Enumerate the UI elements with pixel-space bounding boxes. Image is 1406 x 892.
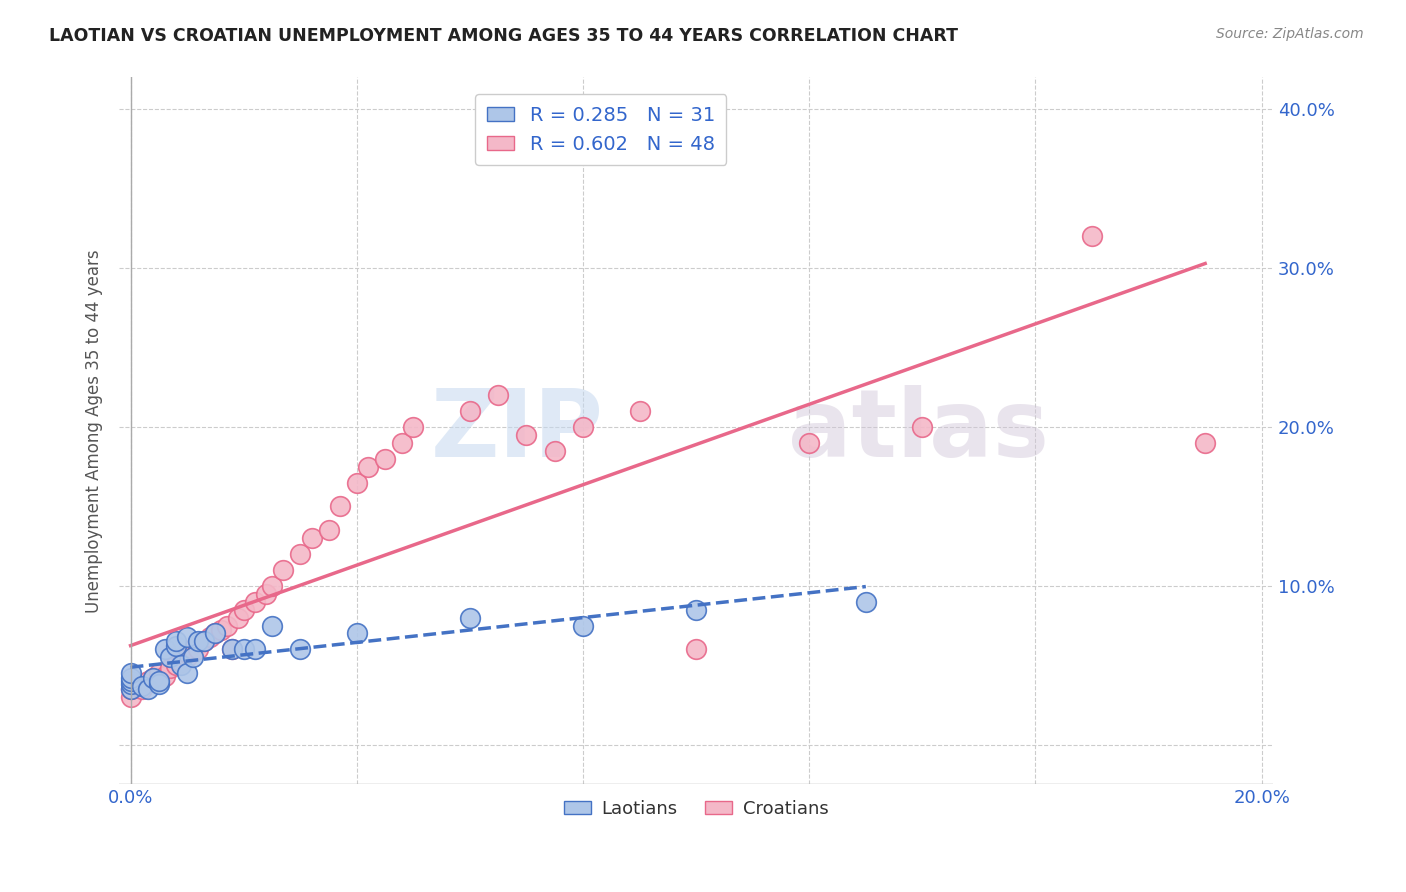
Text: ZIP: ZIP bbox=[432, 385, 603, 477]
Point bbox=[458, 610, 481, 624]
Text: atlas: atlas bbox=[789, 385, 1049, 477]
Point bbox=[685, 642, 707, 657]
Point bbox=[260, 579, 283, 593]
Point bbox=[911, 420, 934, 434]
Point bbox=[204, 626, 226, 640]
Point bbox=[120, 682, 142, 697]
Point bbox=[243, 642, 266, 657]
Point bbox=[148, 674, 170, 689]
Point bbox=[799, 435, 821, 450]
Point bbox=[855, 595, 877, 609]
Point bbox=[120, 690, 142, 704]
Point bbox=[136, 674, 159, 689]
Point bbox=[290, 642, 312, 657]
Point bbox=[391, 435, 413, 450]
Point bbox=[153, 669, 176, 683]
Point bbox=[346, 626, 368, 640]
Point bbox=[232, 642, 254, 657]
Point bbox=[148, 674, 170, 689]
Point bbox=[243, 595, 266, 609]
Point bbox=[165, 634, 187, 648]
Point bbox=[1194, 435, 1216, 450]
Point bbox=[458, 404, 481, 418]
Point bbox=[221, 642, 243, 657]
Point bbox=[374, 451, 396, 466]
Text: Source: ZipAtlas.com: Source: ZipAtlas.com bbox=[1216, 27, 1364, 41]
Point bbox=[572, 420, 595, 434]
Point bbox=[148, 666, 170, 681]
Point bbox=[402, 420, 425, 434]
Point bbox=[176, 666, 198, 681]
Point bbox=[226, 610, 249, 624]
Point bbox=[120, 671, 142, 685]
Point bbox=[165, 658, 187, 673]
Point bbox=[232, 602, 254, 616]
Text: LAOTIAN VS CROATIAN UNEMPLOYMENT AMONG AGES 35 TO 44 YEARS CORRELATION CHART: LAOTIAN VS CROATIAN UNEMPLOYMENT AMONG A… bbox=[49, 27, 959, 45]
Point bbox=[346, 475, 368, 490]
Point bbox=[260, 618, 283, 632]
Point bbox=[181, 642, 204, 657]
Point bbox=[170, 658, 193, 673]
Point bbox=[254, 587, 277, 601]
Point bbox=[159, 661, 181, 675]
Point bbox=[142, 671, 165, 685]
Point bbox=[486, 388, 509, 402]
Point bbox=[120, 666, 142, 681]
Point bbox=[209, 624, 232, 638]
Point bbox=[1081, 229, 1104, 244]
Point bbox=[176, 630, 198, 644]
Point bbox=[187, 642, 209, 657]
Legend: Laotians, Croatians: Laotians, Croatians bbox=[557, 792, 835, 825]
Point bbox=[290, 547, 312, 561]
Point bbox=[318, 523, 340, 537]
Point bbox=[515, 428, 537, 442]
Point bbox=[170, 655, 193, 669]
Point bbox=[685, 602, 707, 616]
Point bbox=[572, 618, 595, 632]
Point bbox=[301, 531, 323, 545]
Point bbox=[176, 646, 198, 660]
Point bbox=[628, 404, 651, 418]
Point bbox=[165, 639, 187, 653]
Point bbox=[221, 642, 243, 657]
Point bbox=[357, 459, 380, 474]
Point bbox=[193, 634, 215, 648]
Point bbox=[159, 650, 181, 665]
Point bbox=[271, 563, 294, 577]
Point bbox=[329, 500, 352, 514]
Point bbox=[131, 679, 153, 693]
Point bbox=[131, 682, 153, 697]
Point bbox=[120, 682, 142, 697]
Point bbox=[120, 677, 142, 691]
Point bbox=[193, 634, 215, 648]
Point bbox=[181, 650, 204, 665]
Point bbox=[198, 630, 221, 644]
Point bbox=[148, 677, 170, 691]
Point bbox=[125, 677, 148, 691]
Point bbox=[215, 618, 238, 632]
Point bbox=[204, 626, 226, 640]
Point bbox=[176, 650, 198, 665]
Point bbox=[187, 634, 209, 648]
Y-axis label: Unemployment Among Ages 35 to 44 years: Unemployment Among Ages 35 to 44 years bbox=[86, 249, 103, 613]
Point bbox=[153, 642, 176, 657]
Point bbox=[142, 671, 165, 685]
Point bbox=[136, 682, 159, 697]
Point bbox=[544, 443, 567, 458]
Point bbox=[120, 674, 142, 689]
